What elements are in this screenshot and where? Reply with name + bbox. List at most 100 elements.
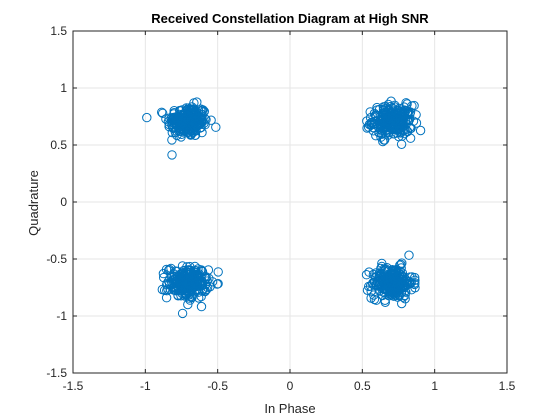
data-point xyxy=(183,103,194,113)
data-point xyxy=(380,101,391,112)
data-point xyxy=(397,298,407,309)
y-tick-label: 1 xyxy=(60,81,67,95)
data-point xyxy=(158,268,169,279)
data-point xyxy=(189,270,199,280)
data-point xyxy=(171,120,181,131)
data-point xyxy=(185,123,196,134)
constellation-cluster xyxy=(362,96,426,150)
data-point xyxy=(410,279,420,290)
data-point xyxy=(398,282,408,293)
data-point xyxy=(405,109,415,119)
data-point xyxy=(212,279,222,289)
data-point xyxy=(374,270,384,281)
data-point xyxy=(203,265,214,275)
data-point xyxy=(197,116,207,126)
data-point xyxy=(388,120,398,131)
data-point xyxy=(197,127,207,138)
data-point xyxy=(364,267,374,277)
data-point xyxy=(378,136,388,147)
data-point xyxy=(379,269,390,279)
data-point xyxy=(405,133,416,143)
data-point xyxy=(363,122,374,132)
data-point xyxy=(410,272,420,283)
data-point xyxy=(167,127,178,138)
data-point xyxy=(387,287,397,298)
constellation-cluster xyxy=(361,250,420,309)
x-tick-label: -1.5 xyxy=(63,379,84,393)
data-point xyxy=(374,281,384,291)
data-point xyxy=(167,150,177,160)
data-point xyxy=(175,106,185,116)
data-point xyxy=(404,250,414,260)
data-point xyxy=(401,119,412,129)
data-point xyxy=(389,115,400,125)
data-point xyxy=(387,114,398,124)
data-point xyxy=(369,290,379,300)
data-point xyxy=(399,128,410,139)
data-point xyxy=(167,135,177,145)
data-point xyxy=(366,293,376,303)
data-point xyxy=(365,107,375,117)
y-tick-label: -1.5 xyxy=(46,366,67,380)
data-point xyxy=(196,301,207,312)
tick-layer: -1.5 -1 -0.5 0 0.5 1 1.5 -1.5 -1 -0.5 0 0.5 1 1.5 xyxy=(46,24,515,393)
data-point xyxy=(193,119,204,129)
data-point xyxy=(396,139,407,150)
x-tick-label: 0.5 xyxy=(354,379,371,393)
data-point xyxy=(200,114,210,124)
constellation-cluster xyxy=(142,97,221,160)
x-axis-label: In Phase xyxy=(264,401,315,416)
data-point xyxy=(197,279,207,289)
data-point xyxy=(201,272,211,282)
y-tick-label: 1.5 xyxy=(50,24,67,38)
data-point xyxy=(199,106,209,117)
x-tick-label: 1 xyxy=(431,379,438,393)
y-axis-label: Quadrature xyxy=(26,170,41,236)
data-point xyxy=(371,110,381,121)
data-point xyxy=(361,270,372,280)
data-point xyxy=(172,274,182,284)
data-point xyxy=(163,265,174,276)
data-point xyxy=(175,120,185,131)
data-point xyxy=(415,125,426,136)
x-tick-label: -1 xyxy=(140,379,151,393)
data-point xyxy=(194,293,204,303)
data-point xyxy=(183,299,193,310)
x-tick-label: 1.5 xyxy=(499,379,516,393)
data-point xyxy=(189,98,199,108)
data-point xyxy=(180,282,191,293)
data-point xyxy=(157,107,167,118)
data-point xyxy=(199,118,209,128)
data-point xyxy=(384,113,394,124)
data-point xyxy=(176,132,186,142)
x-tick-label: 0 xyxy=(287,379,294,393)
constellation-cluster xyxy=(157,261,223,319)
data-point xyxy=(142,112,152,123)
data-point xyxy=(188,290,198,300)
data-point xyxy=(380,295,390,305)
data-point xyxy=(395,108,405,118)
data-point xyxy=(168,114,178,125)
data-layer xyxy=(142,96,426,319)
data-point xyxy=(371,131,381,141)
data-point xyxy=(391,276,401,286)
data-point xyxy=(374,104,385,115)
data-point xyxy=(213,267,223,277)
data-point xyxy=(396,125,406,136)
data-point xyxy=(186,114,197,125)
data-point xyxy=(182,125,193,135)
data-point xyxy=(383,130,393,140)
data-point xyxy=(168,113,179,124)
y-tick-label: 0 xyxy=(60,195,67,209)
data-point xyxy=(177,308,188,319)
grid-layer xyxy=(72,30,508,374)
data-point xyxy=(163,284,173,294)
data-point xyxy=(368,279,378,289)
data-point xyxy=(196,280,206,290)
y-tick-label: 0.5 xyxy=(50,138,67,152)
data-point xyxy=(409,100,419,111)
data-point xyxy=(181,288,191,298)
data-point xyxy=(168,285,179,295)
